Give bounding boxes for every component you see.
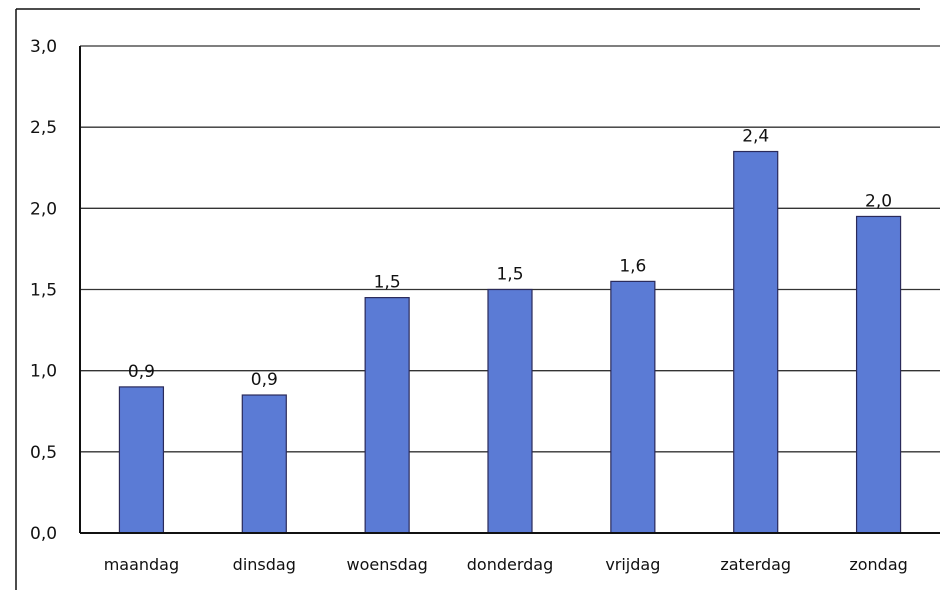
y-tick-label: 1,0 bbox=[30, 362, 57, 382]
x-tick-label-zondag: zondag bbox=[849, 555, 907, 574]
data-label-vrijdag: 1,6 bbox=[619, 256, 646, 276]
x-tick-label-vrijdag: vrijdag bbox=[605, 555, 660, 574]
bar-donderdag bbox=[487, 288, 533, 534]
y-tick-label: 3,0 bbox=[30, 37, 57, 57]
bar-maandag bbox=[118, 386, 165, 534]
x-tick-label-zaterdag: zaterdag bbox=[720, 555, 791, 574]
bar-vrijdag bbox=[610, 280, 656, 534]
y-tick-label: 2,5 bbox=[30, 118, 57, 138]
axes: 0,0 0,5 1,0 1,5 2,0 2,5 3,0 maandag dinsdag woens… bbox=[15, 8, 940, 590]
x-tick-label-maandag: maandag bbox=[104, 555, 179, 574]
data-label-dinsdag: 0,9 bbox=[251, 370, 278, 390]
bar-zondag bbox=[855, 215, 902, 534]
x-tick-label-dinsdag: dinsdag bbox=[233, 555, 296, 574]
x-tick-label-woensdag: woensdag bbox=[346, 555, 427, 574]
y-tick-label: 1,5 bbox=[30, 281, 57, 301]
data-label-woensdag: 1,5 bbox=[374, 273, 401, 293]
bar-zaterdag bbox=[733, 150, 779, 534]
data-label-maandag: 0,9 bbox=[128, 362, 155, 382]
data-labels: 0,9 0,9 1,5 1,5 1,6 2,4 2,0 bbox=[128, 127, 892, 391]
data-label-donderdag: 1,5 bbox=[496, 265, 523, 285]
y-tick-label: 0,5 bbox=[30, 443, 57, 463]
data-label-zondag: 2,0 bbox=[865, 191, 892, 211]
data-label-zaterdag: 2,4 bbox=[742, 127, 769, 147]
bar-woensdag bbox=[364, 297, 410, 534]
bar-dinsdag bbox=[241, 394, 287, 534]
y-tick-label: 2,0 bbox=[30, 199, 57, 219]
y-tick-label: 0,0 bbox=[30, 524, 57, 544]
bars bbox=[118, 150, 902, 534]
x-tick-label-donderdag: donderdag bbox=[467, 555, 554, 574]
